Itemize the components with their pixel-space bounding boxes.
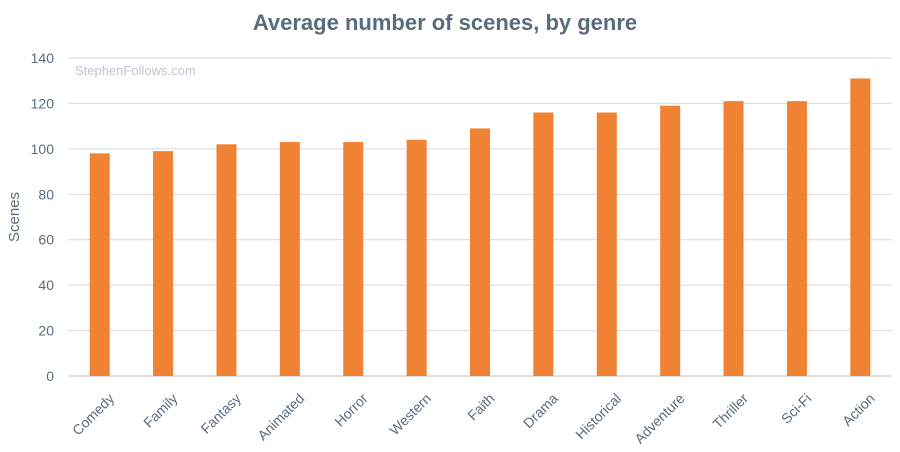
y-tick-label: 80 (38, 186, 54, 202)
x-tick-label: Faith (464, 390, 497, 423)
y-tick-label: 40 (38, 277, 54, 293)
bar-faith (470, 128, 490, 376)
x-tick-label: Thriller (709, 390, 751, 432)
bar-western (406, 139, 427, 376)
y-axis-ticks: 0 20 40 60 80 100 120 140 (31, 50, 55, 384)
bar-sci-fi (786, 101, 807, 377)
bar-thriller (723, 101, 744, 377)
chart-title: Average number of scenes, by genre (253, 10, 637, 35)
x-axis-ticks: Comedy Family Fantasy Animated Horror Western… (69, 390, 878, 447)
y-tick-label: 0 (46, 368, 54, 384)
y-axis-title: Scenes (6, 192, 23, 242)
bar-comedy (89, 153, 110, 376)
x-tick-label: Comedy (69, 390, 117, 438)
bar-adventure (660, 105, 681, 376)
x-tick-label: Animated (254, 390, 307, 443)
bar-historical (596, 112, 617, 376)
x-tick-label: Family (140, 390, 180, 430)
x-tick-label: Western (386, 390, 434, 438)
y-tick-label: 60 (38, 232, 54, 248)
x-tick-label: Fantasy (197, 390, 244, 437)
bar-drama (533, 112, 554, 376)
watermark: StephenFollows.com (75, 63, 196, 78)
y-tick-label: 100 (31, 141, 55, 157)
y-tick-label: 20 (38, 323, 54, 339)
y-tick-label: 120 (31, 95, 55, 111)
x-tick-label: Sci-Fi (778, 390, 815, 427)
x-tick-label: Drama (520, 390, 561, 431)
y-tick-label: 140 (31, 50, 55, 66)
x-tick-label: Action (839, 390, 878, 429)
bars (89, 78, 871, 377)
bar-family (153, 151, 174, 376)
bar-action (850, 78, 871, 376)
x-tick-label: Historical (572, 390, 624, 442)
bar-fantasy (216, 144, 237, 376)
x-tick-label: Horror (331, 390, 371, 430)
bar-animated (279, 142, 300, 376)
x-tick-label: Adventure (631, 390, 688, 447)
bar-horror (343, 142, 364, 376)
